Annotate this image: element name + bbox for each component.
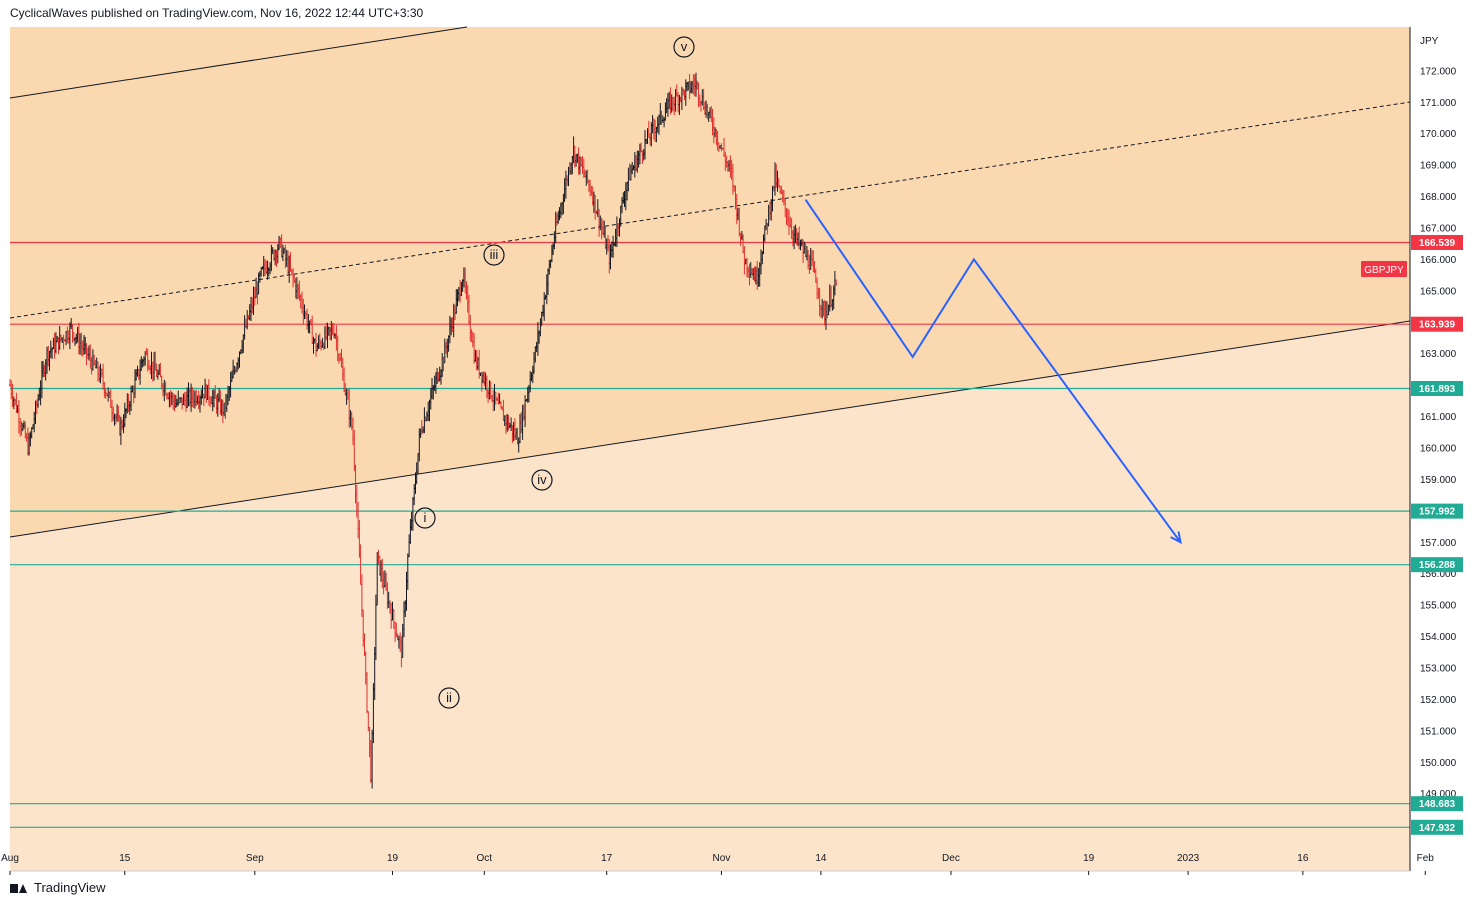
price-tick-label: 171.000 (1420, 98, 1457, 109)
publish-info: CyclicalWaves published on TradingView.c… (10, 6, 424, 20)
brand-name: TradingView (34, 880, 106, 895)
level-price-badge (1411, 234, 1463, 250)
projection-arrowhead (1170, 531, 1182, 545)
level-price-text: 156.288 (1419, 560, 1456, 571)
price-tick-label: 161.000 (1420, 412, 1457, 423)
price-tick-label: 170.000 (1420, 129, 1457, 140)
channel-mid-line (9, 101, 1411, 319)
channel-upper-line (9, 26, 468, 99)
wave-label-ii: ii (446, 690, 452, 705)
price-tick-label: 154.000 (1420, 632, 1457, 643)
level-price-badge (1411, 796, 1463, 812)
wave-label-i: i (424, 510, 427, 525)
wave-label-iv: iv (537, 472, 547, 487)
price-tick-label: 153.000 (1420, 664, 1457, 675)
candles-layer (9, 72, 838, 789)
level-price-text: 166.539 (1419, 238, 1456, 249)
time-tick-label: 15 (119, 853, 131, 864)
time-tick-label: Dec (942, 853, 960, 864)
time-tick-label: Nov (713, 853, 731, 864)
channel-fill (10, 27, 1410, 537)
time-tick-label: 17 (601, 853, 613, 864)
level-price-text: 147.932 (1419, 823, 1456, 834)
tradingview-logo-icon (10, 882, 28, 894)
price-tick-label: 169.000 (1420, 161, 1457, 172)
price-tick-label: 166.000 (1420, 255, 1457, 266)
wave-label-circle (414, 507, 436, 529)
level-price-badge (1411, 381, 1463, 397)
wave-label-circle (483, 244, 505, 266)
time-tick-label: 2023 (1177, 853, 1200, 864)
wave-label-circle (438, 687, 460, 709)
price-tick-label: 168.000 (1420, 192, 1457, 203)
time-tick-label: 19 (387, 853, 399, 864)
price-axis: 149.000 150.000 151.000 152.000 153.000 154.0… (1420, 66, 1457, 800)
price-tick-label: 163.000 (1420, 349, 1457, 360)
time-tick-label: 16 (1297, 853, 1309, 864)
symbol-label: GBPJPY (1364, 265, 1404, 276)
level-price-text: 157.992 (1419, 507, 1456, 518)
price-tick-label: 159.000 (1420, 475, 1457, 486)
time-tick-label: Aug (1, 853, 19, 864)
price-tick-label: 152.000 (1420, 695, 1457, 706)
channel-lower-line (9, 320, 1411, 538)
price-tick-label: 150.000 (1420, 758, 1457, 769)
time-tick-label: 14 (815, 853, 827, 864)
time-axis: Aug 15 Sep 19 Oct 17 Nov 14 Dec 19 2023 16 Feb (1, 853, 1434, 875)
wave-label-circle (531, 469, 553, 491)
price-tick-label: 165.000 (1420, 286, 1457, 297)
wave-label-v: v (681, 39, 688, 54)
price-badges: 166.539 163.939 161.893 157.992 156.288 148.6… (1411, 234, 1463, 835)
time-tick-label: Sep (246, 853, 264, 864)
level-price-badge (1411, 316, 1463, 332)
wave-label-circle (673, 36, 695, 58)
price-tick-label: 151.000 (1420, 726, 1457, 737)
price-tick-label: 156.000 (1420, 569, 1457, 580)
level-price-badge (1411, 557, 1463, 573)
brand-footer: TradingView (10, 880, 106, 895)
projection-path (804, 199, 1182, 543)
levels-layer (10, 241, 1410, 828)
level-price-badge (1411, 819, 1463, 835)
time-tick-label: Feb (1417, 853, 1435, 864)
price-tick-label: 167.000 (1420, 224, 1457, 235)
price-tick-label: 155.000 (1420, 601, 1457, 612)
projection-layer (804, 199, 1182, 545)
level-price-text: 148.683 (1419, 799, 1456, 810)
level-price-badge (1411, 503, 1463, 519)
price-tick-label: 149.000 (1420, 789, 1457, 800)
price-tick-label: 157.000 (1420, 538, 1457, 549)
level-price-text: 161.893 (1419, 384, 1456, 395)
price-tick-label: 172.000 (1420, 66, 1457, 77)
currency-label: JPY (1420, 36, 1439, 47)
symbol-badge: GBPJPY (1361, 261, 1407, 277)
time-tick-label: 19 (1083, 853, 1095, 864)
level-price-text: 163.939 (1419, 320, 1456, 331)
price-tick-label: 160.000 (1420, 444, 1457, 455)
wave-label-iii: iii (490, 247, 499, 262)
time-tick-label: Oct (477, 853, 493, 864)
